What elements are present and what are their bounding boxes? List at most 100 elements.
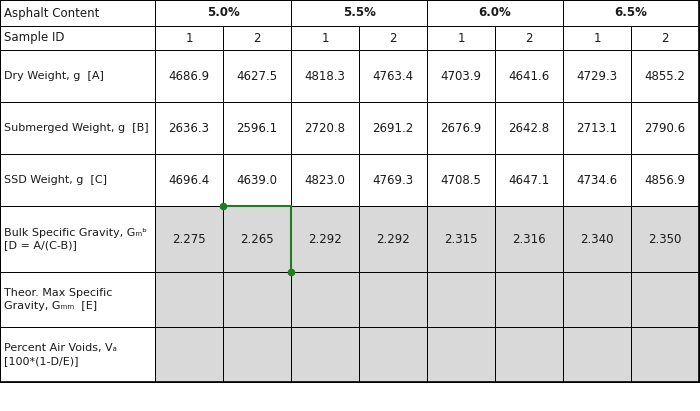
Bar [0,154,155,206]
Bar [427,327,495,382]
Text: Submerged Weight, g  [B]: Submerged Weight, g [B] [4,123,148,133]
Bar [155,50,223,102]
Text: 4686.9: 4686.9 [169,69,209,83]
Bar [563,26,631,50]
Text: 4639.0: 4639.0 [237,173,277,187]
Text: 2.316: 2.316 [512,233,546,245]
Text: Dry Weight, g  [A]: Dry Weight, g [A] [4,71,104,81]
Text: 5.0%: 5.0% [206,7,239,19]
Bar [495,50,563,102]
Bar [427,154,495,206]
Bar [427,206,495,272]
Text: 5.5%: 5.5% [342,7,375,19]
Bar [631,102,699,154]
Bar [359,206,427,272]
Text: 2.265: 2.265 [240,233,274,245]
Bar [291,0,427,26]
Text: SSD Weight, g  [C]: SSD Weight, g [C] [4,175,107,185]
Bar [631,154,699,206]
Bar [563,50,631,102]
Bar [0,0,155,26]
Bar [291,327,359,382]
Text: 4703.9: 4703.9 [440,69,482,83]
Text: 4856.9: 4856.9 [645,173,685,187]
Bar [223,327,291,382]
Bar [631,50,699,102]
Bar [427,0,563,26]
Bar [0,50,155,102]
Text: 4647.1: 4647.1 [508,173,550,187]
Text: Bulk Specific Gravity, Gₘᵇ
[D = A/(C-B)]: Bulk Specific Gravity, Gₘᵇ [D = A/(C-B)] [4,228,147,250]
Text: 2.275: 2.275 [172,233,206,245]
Text: 2: 2 [662,32,668,44]
Bar [631,327,699,382]
Text: 6.0%: 6.0% [479,7,512,19]
Bar [359,102,427,154]
Bar [427,272,495,327]
Bar [563,102,631,154]
Text: 4696.4: 4696.4 [169,173,209,187]
Text: 4855.2: 4855.2 [645,69,685,83]
Bar [563,327,631,382]
Text: 2.292: 2.292 [308,233,342,245]
Bar [223,26,291,50]
Bar [495,272,563,327]
Bar [0,102,155,154]
Bar [427,26,495,50]
Bar [631,206,699,272]
Bar [495,154,563,206]
Bar [495,26,563,50]
Bar [291,102,359,154]
Text: 2: 2 [525,32,533,44]
Text: Theor. Max Specific
Gravity, Gₘₘ  [E]: Theor. Max Specific Gravity, Gₘₘ [E] [4,288,113,311]
Text: Asphalt Content: Asphalt Content [4,7,99,19]
Text: 4823.0: 4823.0 [304,173,345,187]
Text: 4734.6: 4734.6 [576,173,617,187]
Bar [359,327,427,382]
Bar [223,154,291,206]
Text: 4818.3: 4818.3 [304,69,345,83]
Text: 4729.3: 4729.3 [576,69,617,83]
Text: 2676.9: 2676.9 [440,122,482,134]
Bar [427,102,495,154]
Bar [223,50,291,102]
Bar [0,26,155,50]
Bar [155,26,223,50]
Bar [291,26,359,50]
Bar [359,50,427,102]
Text: 2713.1: 2713.1 [576,122,617,134]
Bar [155,206,223,272]
Bar [155,154,223,206]
Text: 2720.8: 2720.8 [304,122,346,134]
Text: 1: 1 [594,32,601,44]
Bar [291,50,359,102]
Bar [563,206,631,272]
Text: 1: 1 [186,32,192,44]
Bar [359,154,427,206]
Bar [631,26,699,50]
Text: 2: 2 [253,32,260,44]
Text: 2636.3: 2636.3 [169,122,209,134]
Bar [495,327,563,382]
Text: Percent Air Voids, Vₐ
[100*(1-D/E)]: Percent Air Voids, Vₐ [100*(1-D/E)] [4,343,117,366]
Text: 2.350: 2.350 [648,233,682,245]
Text: 4763.4: 4763.4 [372,69,414,83]
Text: 2596.1: 2596.1 [237,122,278,134]
Text: 2: 2 [389,32,397,44]
Bar [223,102,291,154]
Bar [0,206,155,272]
Text: 2.292: 2.292 [376,233,410,245]
Bar [427,50,495,102]
Bar [291,154,359,206]
Bar [223,206,291,272]
Bar [563,154,631,206]
Text: 2.315: 2.315 [444,233,477,245]
Bar [631,272,699,327]
Text: 6.5%: 6.5% [615,7,648,19]
Bar [359,272,427,327]
Text: 2790.6: 2790.6 [645,122,685,134]
Text: 4641.6: 4641.6 [508,69,550,83]
Bar [223,272,291,327]
Text: 2691.2: 2691.2 [372,122,414,134]
Bar [0,327,155,382]
